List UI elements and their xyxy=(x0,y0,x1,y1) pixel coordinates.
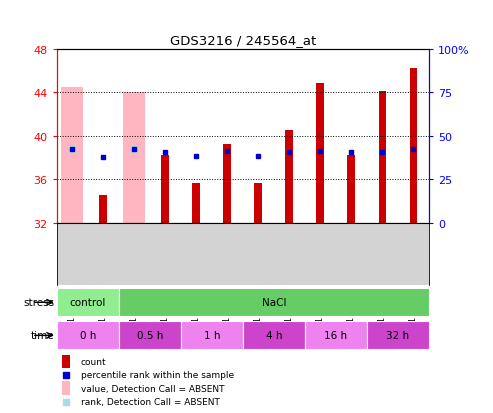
Text: rank, Detection Call = ABSENT: rank, Detection Call = ABSENT xyxy=(81,397,220,406)
Bar xyxy=(367,322,429,349)
Bar xyxy=(119,289,429,316)
Bar xyxy=(379,92,386,223)
Text: control: control xyxy=(70,297,106,307)
Bar xyxy=(61,88,83,223)
Bar xyxy=(62,382,70,396)
Text: 1 h: 1 h xyxy=(204,330,220,340)
Bar xyxy=(62,355,70,368)
Bar xyxy=(285,131,293,223)
Text: 16 h: 16 h xyxy=(324,330,348,340)
Text: count: count xyxy=(81,357,106,366)
Bar xyxy=(57,289,119,316)
Bar xyxy=(254,184,262,223)
Bar xyxy=(161,156,169,223)
Text: stress: stress xyxy=(23,297,54,308)
Bar xyxy=(410,69,417,223)
Text: NaCl: NaCl xyxy=(262,297,286,307)
Bar xyxy=(119,322,181,349)
Bar xyxy=(123,93,145,223)
Bar xyxy=(223,145,231,223)
Text: 4 h: 4 h xyxy=(266,330,282,340)
Text: value, Detection Call = ABSENT: value, Detection Call = ABSENT xyxy=(81,384,224,393)
Bar xyxy=(317,84,324,223)
Bar xyxy=(192,184,200,223)
Text: 32 h: 32 h xyxy=(387,330,410,340)
Text: percentile rank within the sample: percentile rank within the sample xyxy=(81,370,234,380)
Text: 0 h: 0 h xyxy=(79,330,96,340)
Bar xyxy=(181,322,243,349)
Title: GDS3216 / 245564_at: GDS3216 / 245564_at xyxy=(170,34,316,47)
Bar xyxy=(57,322,119,349)
Text: time: time xyxy=(31,330,54,341)
Bar xyxy=(348,156,355,223)
Bar xyxy=(243,322,305,349)
Text: 0.5 h: 0.5 h xyxy=(137,330,163,340)
Bar xyxy=(100,196,107,223)
Bar xyxy=(305,322,367,349)
